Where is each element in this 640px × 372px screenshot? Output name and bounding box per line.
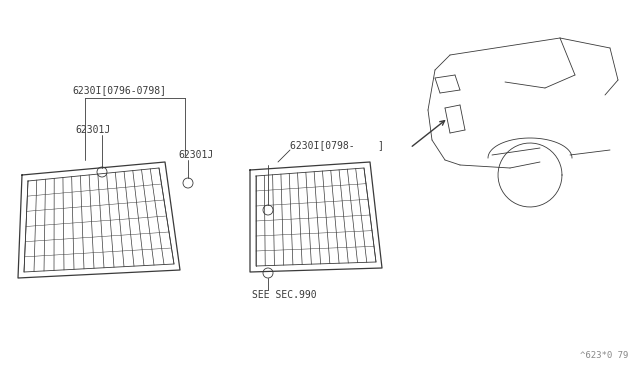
Text: 6230I[0798-    ]: 6230I[0798- ]: [290, 140, 384, 150]
Text: ^623*0 79: ^623*0 79: [580, 351, 628, 360]
Text: 6230I[0796-0798]: 6230I[0796-0798]: [72, 85, 166, 95]
Text: 62301J: 62301J: [75, 125, 110, 135]
Text: SEE SEC.990: SEE SEC.990: [252, 290, 317, 300]
Text: 62301J: 62301J: [178, 150, 213, 160]
